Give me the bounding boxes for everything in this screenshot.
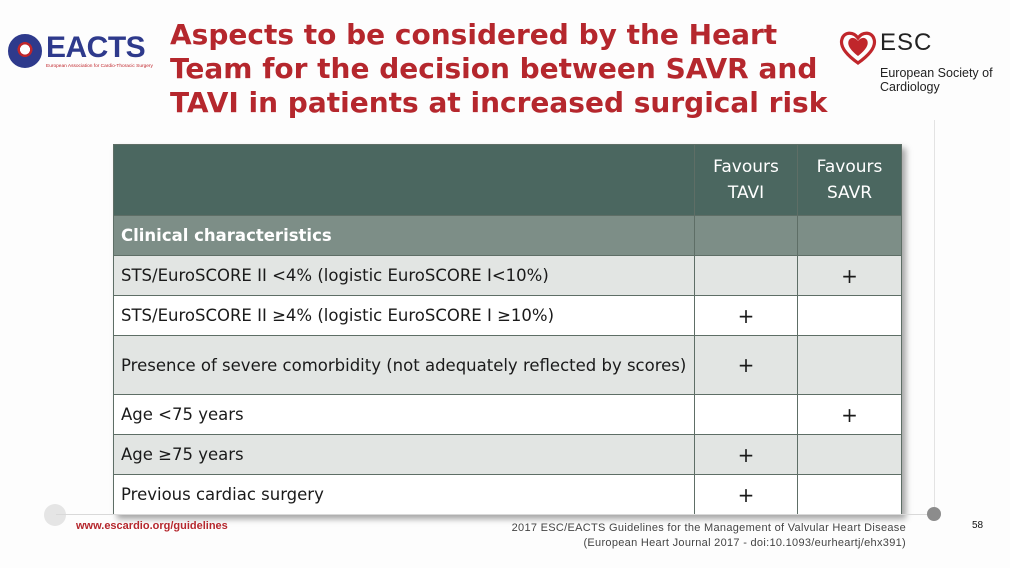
savr-mark	[797, 474, 902, 515]
row-label: Age <75 years	[113, 394, 695, 435]
guidelines-link[interactable]: www.escardio.org/guidelines	[76, 520, 228, 532]
savr-mark	[797, 295, 902, 336]
footer-dot-right	[927, 507, 941, 521]
table-section-row: Clinical characteristics	[113, 215, 902, 256]
table-header-tavi: Favours TAVI	[694, 144, 798, 216]
footer-dot-left	[44, 504, 66, 526]
esc-fullname: European Society of Cardiology	[880, 66, 993, 94]
heart-icon	[839, 31, 877, 65]
citation-line-2: (European Heart Journal 2017 - doi:10.10…	[583, 537, 906, 549]
table-header-savr: Favours SAVR	[797, 144, 902, 216]
eacts-wordmark: EACTS	[46, 31, 146, 64]
row-label: STS/EuroSCORE II <4% (logistic EuroSCORE…	[113, 255, 695, 296]
eacts-logo: EACTS European Association for Cardio-Th…	[8, 32, 154, 74]
table-cell	[797, 215, 902, 256]
page-number: 58	[972, 520, 984, 531]
tavi-mark: +	[694, 434, 798, 475]
esc-wordmark: ESC	[880, 29, 933, 56]
tavi-mark	[694, 255, 798, 296]
esc-logo: ESC European Society of Cardiology	[836, 28, 1001, 98]
savr-header-label: Favours SAVR	[816, 157, 883, 203]
savr-mark	[797, 335, 902, 395]
row-label: Previous cardiac surgery	[113, 474, 695, 515]
tavi-header-label: Favours TAVI	[713, 157, 779, 203]
table-row: STS/EuroSCORE II <4% (logistic EuroSCORE…	[113, 255, 902, 296]
table-header-empty	[113, 144, 695, 216]
table-row: STS/EuroSCORE II ≥4% (logistic EuroSCORE…	[113, 295, 902, 336]
row-label: Age ≥75 years	[113, 434, 695, 475]
table-row: Age <75 years +	[113, 394, 902, 435]
tavi-mark: +	[694, 295, 798, 336]
decorative-line	[934, 120, 935, 510]
decision-table: Favours TAVI Favours SAVR Clinical chara…	[113, 144, 902, 515]
section-label: Clinical characteristics	[113, 215, 695, 256]
page-title: Aspects to be considered by the Heart Te…	[170, 18, 828, 119]
tavi-mark: +	[694, 474, 798, 515]
citation: 2017 ESC/EACTS Guidelines for the Manage…	[512, 521, 906, 551]
eacts-subtitle: European Association for Cardio-Thoracic…	[46, 64, 153, 69]
table-row: Age ≥75 years +	[113, 434, 902, 475]
savr-mark	[797, 434, 902, 475]
savr-mark: +	[797, 394, 902, 435]
eacts-seal-icon	[8, 34, 42, 68]
footer-divider	[56, 514, 934, 515]
row-label: STS/EuroSCORE II ≥4% (logistic EuroSCORE…	[113, 295, 695, 336]
row-label: Presence of severe comorbidity (not adeq…	[113, 335, 695, 395]
savr-mark: +	[797, 255, 902, 296]
table-header-row: Favours TAVI Favours SAVR	[113, 144, 902, 216]
table-row: Presence of severe comorbidity (not adeq…	[113, 335, 902, 395]
table-row: Previous cardiac surgery +	[113, 474, 902, 515]
tavi-mark	[694, 394, 798, 435]
tavi-mark: +	[694, 335, 798, 395]
table-cell	[694, 215, 798, 256]
citation-line-1: 2017 ESC/EACTS Guidelines for the Manage…	[511, 522, 906, 534]
